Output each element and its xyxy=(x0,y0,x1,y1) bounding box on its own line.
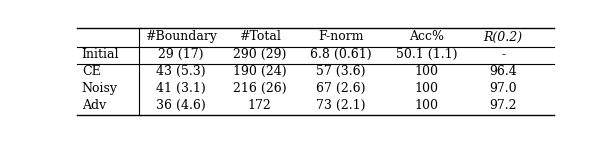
Text: Noisy: Noisy xyxy=(82,82,118,95)
Text: F-norm: F-norm xyxy=(318,30,363,43)
Text: Adv: Adv xyxy=(82,99,106,112)
Text: 67 (2.6): 67 (2.6) xyxy=(316,82,365,95)
Text: R(0.2): R(0.2) xyxy=(484,30,522,43)
Text: 100: 100 xyxy=(415,82,439,95)
Text: 50.1 (1.1): 50.1 (1.1) xyxy=(396,48,458,61)
Text: #Boundary: #Boundary xyxy=(145,30,217,43)
Text: 290 (29): 290 (29) xyxy=(233,48,286,61)
Text: 36 (4.6): 36 (4.6) xyxy=(156,99,206,112)
Text: 172: 172 xyxy=(248,99,272,112)
Text: 43 (5.3): 43 (5.3) xyxy=(156,65,206,78)
Text: 6.8 (0.61): 6.8 (0.61) xyxy=(310,48,371,61)
Text: 100: 100 xyxy=(415,99,439,112)
Text: 73 (2.1): 73 (2.1) xyxy=(316,99,365,112)
Text: -: - xyxy=(501,48,505,61)
Text: 57 (3.6): 57 (3.6) xyxy=(316,65,365,78)
Text: 100: 100 xyxy=(415,65,439,78)
Text: #Total: #Total xyxy=(238,30,280,43)
Text: Initial: Initial xyxy=(82,48,120,61)
Text: 216 (26): 216 (26) xyxy=(233,82,286,95)
Text: Acc%: Acc% xyxy=(409,30,444,43)
Text: 96.4: 96.4 xyxy=(489,65,517,78)
Text: 97.0: 97.0 xyxy=(489,82,517,95)
Text: 41 (3.1): 41 (3.1) xyxy=(156,82,206,95)
Text: 190 (24): 190 (24) xyxy=(233,65,286,78)
Text: 97.2: 97.2 xyxy=(489,99,517,112)
Text: CE: CE xyxy=(82,65,100,78)
Text: 29 (17): 29 (17) xyxy=(158,48,203,61)
